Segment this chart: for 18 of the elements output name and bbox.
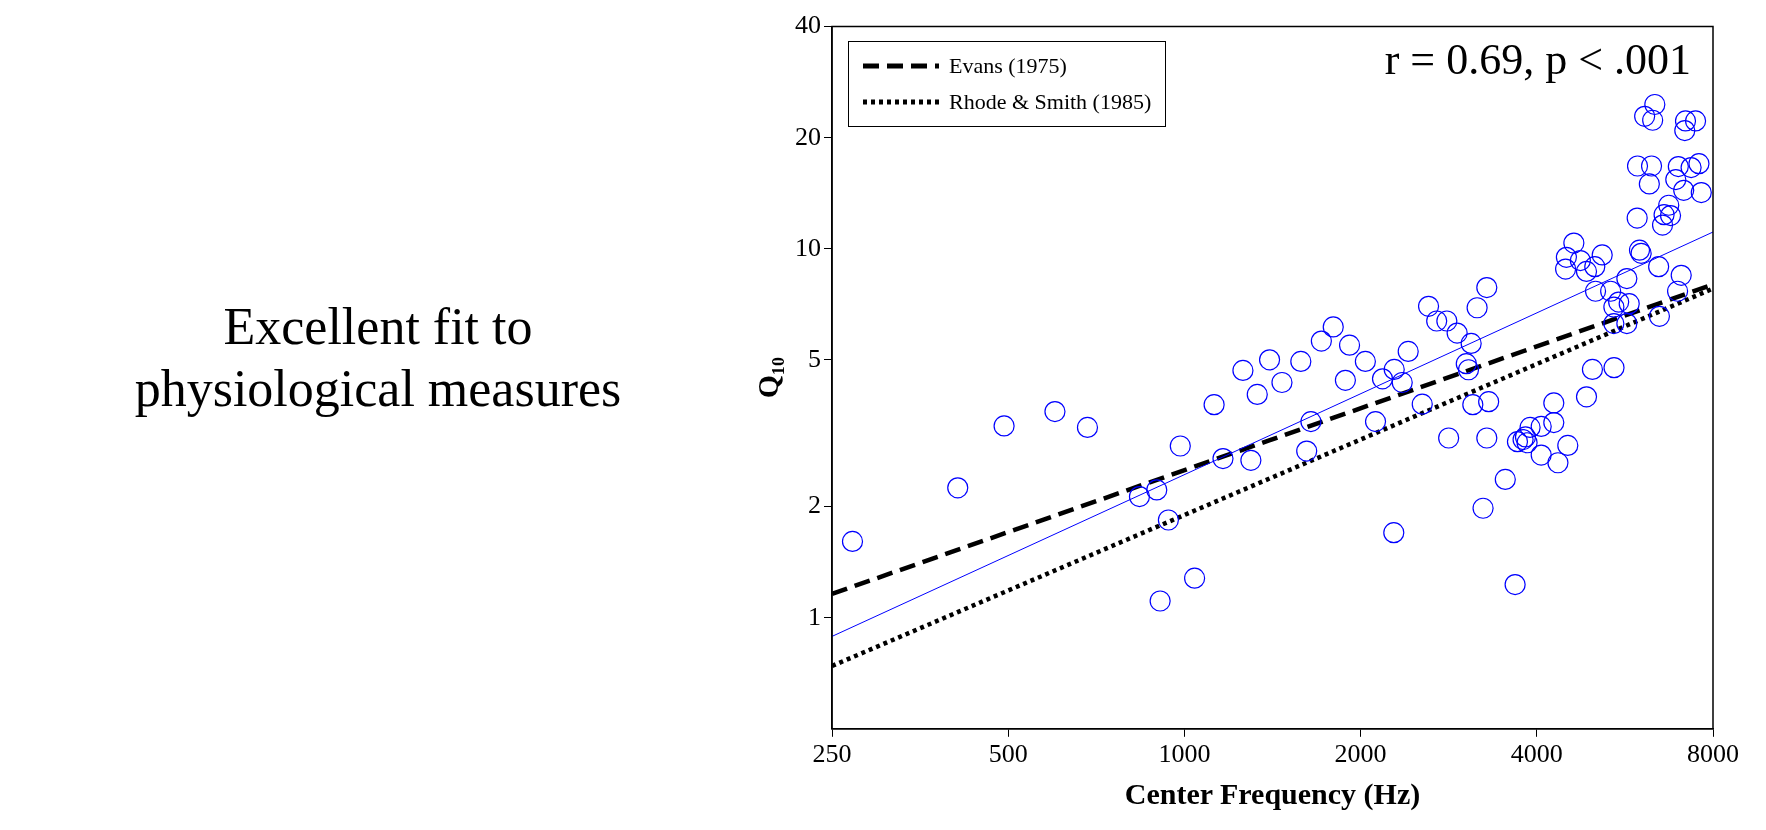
annotation: r = 0.69, p < .001 <box>1384 35 1691 85</box>
x-tick-label: 4000 <box>1510 739 1563 769</box>
y-tick-label: 5 <box>808 343 821 373</box>
x-tick-label: 2000 <box>1334 739 1387 769</box>
y-tick-label: 40 <box>795 10 821 40</box>
y-axis-title: Q₁₀ <box>750 357 784 399</box>
x-axis-title: Center Frequency (Hz) <box>1124 776 1421 811</box>
x-tick-label: 500 <box>988 739 1028 769</box>
y-tick-label: 20 <box>795 121 821 151</box>
y-tick-label: 1 <box>808 601 821 631</box>
legend-label: Evans (1975) <box>949 52 1067 79</box>
text: Excellent fit to physiological measures <box>133 296 623 419</box>
x-tick-label: 250 <box>812 739 852 769</box>
x-tick-label: 8000 <box>1687 739 1739 769</box>
x-tick-label: 1000 <box>1158 739 1211 769</box>
legend-label: Rhode & Smith (1985) <box>949 88 1152 115</box>
y-tick-label: 10 <box>795 232 821 262</box>
y-tick-label: 2 <box>808 490 821 520</box>
